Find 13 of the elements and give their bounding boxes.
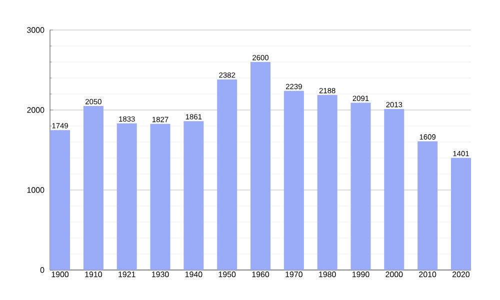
bar [184,121,204,270]
bar [116,123,137,270]
bar [450,158,471,270]
bar [284,90,304,270]
bar [150,124,170,270]
bar [250,62,271,270]
bar [83,106,104,270]
bar [384,108,404,270]
bar [350,102,371,270]
bar [317,94,338,270]
bar [50,130,70,270]
bar [217,79,238,270]
bar [418,141,438,270]
